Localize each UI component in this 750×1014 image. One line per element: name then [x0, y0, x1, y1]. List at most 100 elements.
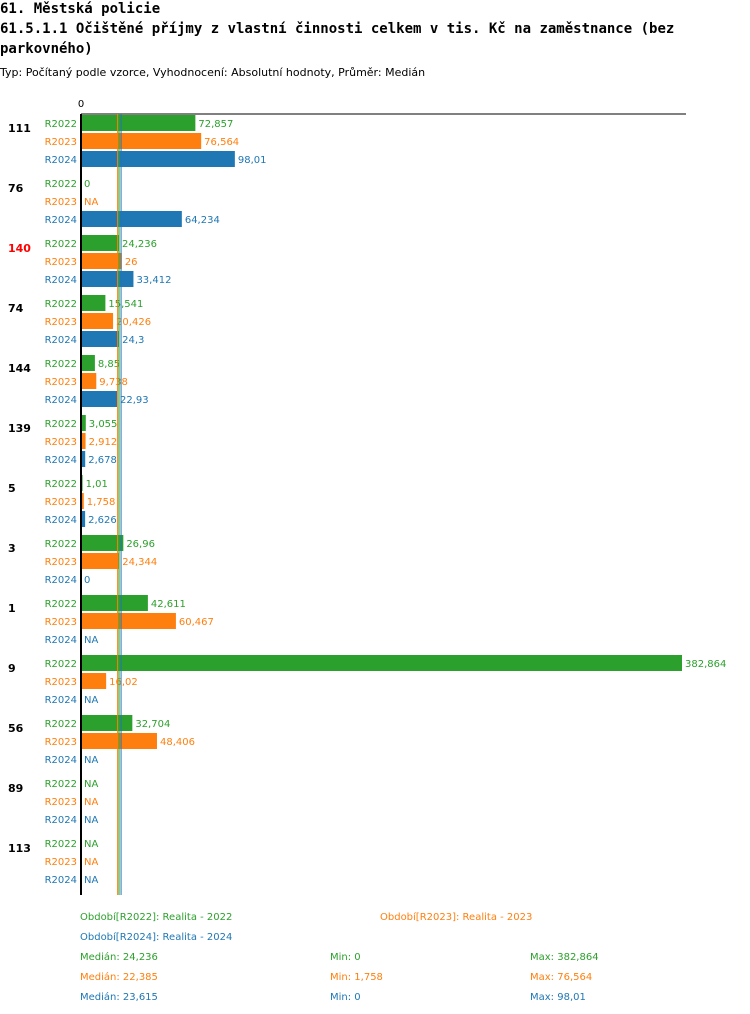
- axis-zero-label: 0: [78, 99, 84, 110]
- legend-max: Max: 76,564: [530, 972, 592, 983]
- group-label: 89: [8, 782, 23, 795]
- series-row-label: R2024: [45, 395, 77, 406]
- data-label: 26,96: [126, 539, 155, 550]
- bar: [81, 655, 682, 671]
- group-label: 113: [8, 842, 31, 855]
- group-label: 144: [8, 362, 31, 375]
- data-label: 64,234: [185, 215, 220, 226]
- bar: [81, 433, 86, 449]
- group-label: 5: [8, 482, 16, 495]
- bar: [81, 211, 182, 227]
- data-label: 72,857: [198, 119, 233, 130]
- group-label: 74: [8, 302, 24, 315]
- data-label: NA: [84, 797, 98, 808]
- data-label: 382,864: [685, 659, 726, 670]
- data-label: 26: [125, 257, 138, 268]
- bar: [81, 253, 122, 269]
- series-row-label: R2022: [45, 779, 77, 790]
- series-row-label: R2024: [45, 455, 77, 466]
- series-row-label: R2022: [45, 419, 77, 430]
- data-label: 42,611: [151, 599, 186, 610]
- bar: [81, 331, 120, 347]
- series-row-label: R2024: [45, 755, 77, 766]
- data-label: 33,412: [136, 275, 171, 286]
- series-row-label: R2023: [45, 497, 77, 508]
- series-row-label: R2024: [45, 635, 77, 646]
- series-row-label: R2024: [45, 695, 77, 706]
- legend-period: Období[R2022]: Realita - 2022: [80, 911, 232, 923]
- data-label: 9,738: [99, 377, 128, 388]
- series-row-label: R2024: [45, 335, 77, 346]
- data-label: 76,564: [204, 137, 239, 148]
- group-label: 139: [8, 422, 31, 435]
- series-row-label: R2023: [45, 857, 77, 868]
- data-label: 3,055: [89, 419, 118, 430]
- series-row-label: R2024: [45, 815, 77, 826]
- series-row-label: R2024: [45, 275, 77, 286]
- series-row-label: R2024: [45, 155, 77, 166]
- series-row-label: R2022: [45, 239, 77, 250]
- data-label: NA: [84, 839, 98, 850]
- bar: [81, 373, 97, 389]
- legend-min: Min: 1,758: [330, 972, 383, 983]
- series-row-label: R2023: [45, 257, 77, 268]
- series-row-label: R2023: [45, 137, 77, 148]
- data-label: 20,426: [116, 317, 151, 328]
- data-label: NA: [84, 635, 98, 646]
- data-label: NA: [84, 875, 98, 886]
- bar: [81, 535, 124, 551]
- chart-title-line-3: parkovného): [0, 41, 93, 57]
- bar: [81, 355, 95, 371]
- legend-median: Medián: 22,385: [80, 971, 158, 983]
- series-row-label: R2024: [45, 515, 77, 526]
- data-label: 8,85: [98, 359, 120, 370]
- data-label: 22,93: [120, 395, 149, 406]
- data-label: 0: [84, 575, 90, 586]
- data-label: 32,704: [135, 719, 170, 730]
- data-label: 16,02: [109, 677, 138, 688]
- chart-subtitle: Typ: Počítaný podle vzorce, Vyhodnocení:…: [0, 66, 426, 79]
- group-label: 111: [8, 122, 31, 135]
- legend-min: Min: 0: [330, 992, 361, 1003]
- series-row-label: R2022: [45, 359, 77, 370]
- data-label: 0: [84, 179, 90, 190]
- data-label: NA: [84, 755, 98, 766]
- series-row-label: R2024: [45, 875, 77, 886]
- series-row-label: R2022: [45, 539, 77, 550]
- bar: [81, 133, 202, 149]
- chart-title-line-2: 61.5.1.1 Očištěné příjmy z vlastní činno…: [0, 21, 675, 37]
- group-label: 56: [8, 722, 24, 735]
- legend-max: Max: 98,01: [530, 992, 586, 1003]
- bar: [81, 115, 196, 131]
- bar: [81, 391, 117, 407]
- group-label: 140: [8, 242, 31, 255]
- data-label: NA: [84, 695, 98, 706]
- bar: [81, 595, 148, 611]
- data-label: 24,344: [122, 557, 157, 568]
- series-row-label: R2022: [45, 119, 77, 130]
- series-row-label: R2024: [45, 575, 77, 586]
- series-row-label: R2023: [45, 617, 77, 628]
- series-row-label: R2024: [45, 215, 77, 226]
- series-row-label: R2022: [45, 179, 77, 190]
- data-label: 98,01: [238, 155, 267, 166]
- data-label: 2,626: [88, 515, 117, 526]
- series-row-label: R2023: [45, 557, 77, 568]
- legend-min: Min: 0: [330, 952, 361, 963]
- legend-period: Období[R2023]: Realita - 2023: [380, 911, 532, 923]
- series-row-label: R2022: [45, 719, 77, 730]
- legend-period: Období[R2024]: Realita - 2024: [80, 931, 232, 943]
- bar: [81, 235, 120, 251]
- data-label: 24,236: [122, 239, 157, 250]
- bar: [81, 715, 133, 731]
- series-row-label: R2023: [45, 317, 77, 328]
- data-label: NA: [84, 779, 98, 790]
- bar: [81, 613, 176, 629]
- data-label: NA: [84, 815, 98, 826]
- series-row-label: R2022: [45, 839, 77, 850]
- series-row-label: R2022: [45, 479, 77, 490]
- bar: [81, 415, 86, 431]
- bar: [81, 151, 235, 167]
- group-label: 76: [8, 182, 24, 195]
